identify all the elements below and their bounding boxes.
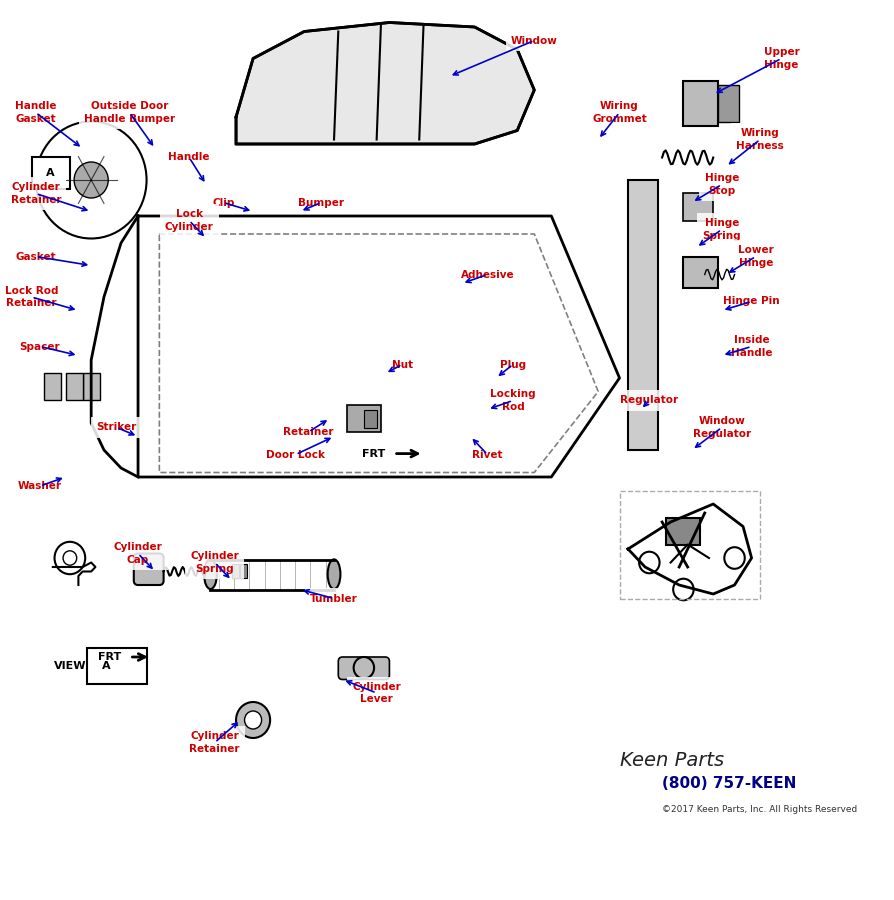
Text: Hinge
Spring: Hinge Spring <box>703 219 741 240</box>
Text: A: A <box>46 167 55 178</box>
Text: Hinge Pin: Hinge Pin <box>723 296 780 307</box>
Text: Window: Window <box>510 35 558 46</box>
Bar <box>347 405 381 432</box>
Text: A: A <box>102 661 111 671</box>
Text: Regulator: Regulator <box>620 395 679 406</box>
Bar <box>65 374 82 400</box>
Bar <box>232 564 239 578</box>
Text: FRT: FRT <box>97 652 121 662</box>
Text: Tumbler: Tumbler <box>310 593 358 604</box>
Text: Cylinder
Cap: Cylinder Cap <box>114 543 163 564</box>
Bar <box>683 256 718 288</box>
Bar <box>82 374 100 400</box>
Bar <box>620 491 760 598</box>
Text: VIEW: VIEW <box>55 661 87 671</box>
Text: Striker: Striker <box>97 422 137 433</box>
Text: Handle
Gasket: Handle Gasket <box>15 102 56 123</box>
Text: Cylinder
Retainer: Cylinder Retainer <box>190 732 240 753</box>
Text: Nut: Nut <box>392 359 413 370</box>
Text: Bumper: Bumper <box>299 197 344 208</box>
Text: Window
Regulator: Window Regulator <box>693 417 751 438</box>
Text: Clip: Clip <box>212 197 234 208</box>
Bar <box>364 410 376 427</box>
Text: (800) 757-KEEN: (800) 757-KEEN <box>662 776 797 790</box>
Text: Lock Rod
Retainer: Lock Rod Retainer <box>4 286 58 308</box>
Text: Locking
Rod: Locking Rod <box>490 390 536 411</box>
Text: Lower
Hinge: Lower Hinge <box>738 246 773 267</box>
Bar <box>666 518 701 544</box>
Polygon shape <box>236 22 535 144</box>
Circle shape <box>639 552 660 573</box>
FancyBboxPatch shape <box>87 648 147 684</box>
Ellipse shape <box>245 711 262 729</box>
Text: Gasket: Gasket <box>15 251 56 262</box>
FancyBboxPatch shape <box>31 158 70 189</box>
Bar <box>240 564 247 578</box>
Circle shape <box>74 162 108 198</box>
Text: Inside
Handle: Inside Handle <box>730 336 772 357</box>
Bar <box>683 81 718 126</box>
Text: Cylinder
Retainer: Cylinder Retainer <box>11 183 61 204</box>
Ellipse shape <box>236 702 270 738</box>
Text: Wiring
Harness: Wiring Harness <box>737 129 784 150</box>
Bar <box>45 374 62 400</box>
Text: Adhesive: Adhesive <box>460 269 514 280</box>
Text: Plug: Plug <box>500 359 526 370</box>
Text: Rivet: Rivet <box>472 449 502 460</box>
FancyBboxPatch shape <box>134 554 164 585</box>
Text: Handle: Handle <box>168 152 210 163</box>
Text: Upper
Hinge: Upper Hinge <box>763 48 799 69</box>
Bar <box>628 180 658 450</box>
Text: Cylinder
Spring: Cylinder Spring <box>190 552 239 573</box>
Text: FRT: FRT <box>362 448 385 459</box>
Text: ©2017 Keen Parts, Inc. All Rights Reserved: ©2017 Keen Parts, Inc. All Rights Reserv… <box>662 806 857 814</box>
Text: Washer: Washer <box>18 481 62 491</box>
Text: Keen Parts: Keen Parts <box>620 751 723 770</box>
Text: Wiring
Grommet: Wiring Grommet <box>592 102 647 123</box>
Text: Lock
Cylinder: Lock Cylinder <box>164 210 214 231</box>
Bar <box>683 194 713 220</box>
Text: Outside Door
Handle Bumper: Outside Door Handle Bumper <box>84 102 175 123</box>
Text: Retainer: Retainer <box>283 427 333 437</box>
Circle shape <box>673 579 694 600</box>
FancyBboxPatch shape <box>338 657 390 680</box>
Text: Hinge
Stop: Hinge Stop <box>704 174 739 195</box>
Ellipse shape <box>204 559 217 590</box>
Circle shape <box>724 547 745 569</box>
Text: Door Lock: Door Lock <box>266 449 325 460</box>
Text: Cylinder
Lever: Cylinder Lever <box>352 682 401 704</box>
Bar <box>718 86 738 122</box>
Text: Spacer: Spacer <box>20 341 61 352</box>
Ellipse shape <box>327 559 341 590</box>
